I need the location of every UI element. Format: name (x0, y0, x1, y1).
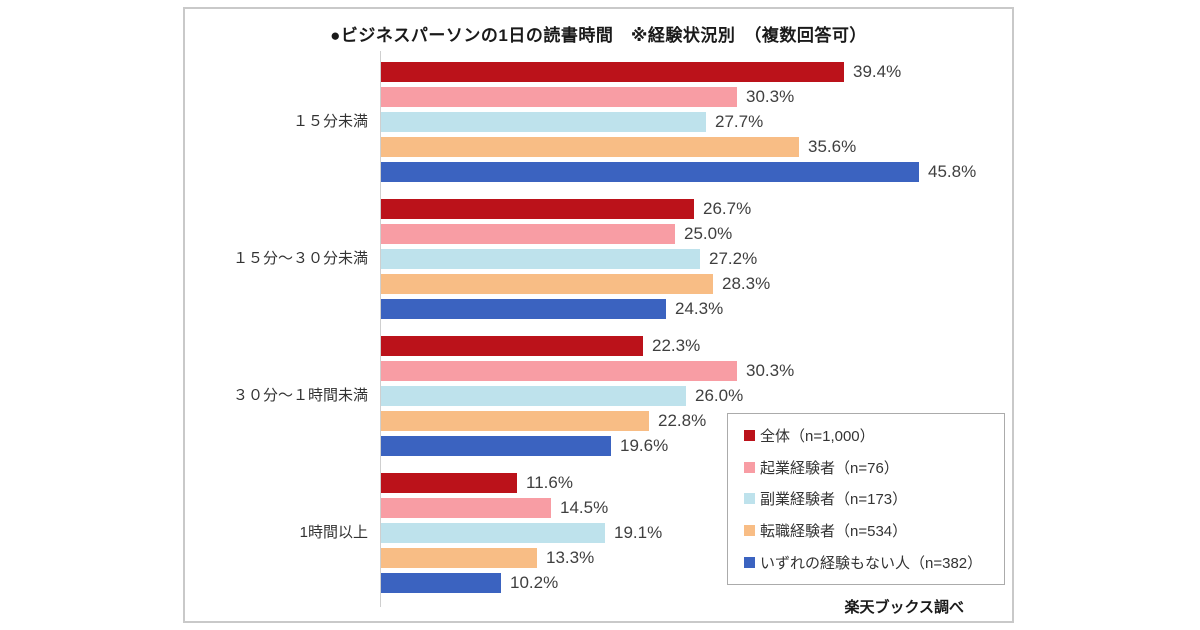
bar-row: 13.3% (381, 548, 976, 568)
bar (381, 498, 551, 518)
bar-value-label: 30.3% (746, 361, 795, 380)
bar-value-label: 26.0% (695, 386, 744, 405)
bar-value-label: 13.3% (546, 548, 595, 567)
legend-swatch-icon (744, 525, 755, 537)
legend-item: 転職経験者（n=534） (744, 520, 994, 541)
legend-item: いずれの経験もない人（n=382） (744, 552, 994, 573)
bar (381, 411, 649, 431)
bar-row: 28.3% (381, 274, 976, 294)
bar (381, 336, 643, 356)
bar (381, 523, 605, 543)
plot-area: 39.4% 30.3% 27.7% 35.6% 45.8% 26.7% 25.0% 27.2%… (381, 62, 976, 593)
bar (381, 249, 700, 269)
bar-row: 26.0% (381, 386, 976, 406)
bar-row: 19.1% (381, 523, 976, 543)
bar-row: 27.2% (381, 249, 976, 269)
chart-container: ●ビジネスパーソンの1日の読書時間 ※経験状況別 （複数回答可） 39.4% 30… (183, 7, 1014, 623)
legend-item: 副業経験者（n=173） (744, 488, 994, 509)
bar-group: 22.3% 30.3% 26.0% 22.8% 19.6% (381, 336, 976, 456)
legend-label: 副業経験者（n=173） (760, 491, 908, 509)
bar (381, 361, 737, 381)
bar-row: 35.6% (381, 137, 976, 157)
bar-row: 14.5% (381, 498, 976, 518)
legend-label: 全体（n=1,000） (760, 428, 875, 446)
bar-row: 27.7% (381, 112, 976, 132)
bar (381, 548, 537, 568)
bar-row: 19.6% (381, 436, 976, 456)
bar (381, 112, 706, 132)
bar-row: 11.6% (381, 473, 976, 493)
bar-value-label: 19.6% (620, 436, 669, 455)
y-axis-line (380, 51, 381, 607)
legend-swatch-icon (744, 556, 755, 568)
bar-value-label: 10.2% (510, 573, 559, 592)
bar-value-label: 22.8% (658, 411, 707, 430)
bar-value-label: 22.3% (652, 336, 701, 355)
legend-label: 起業経験者（n=76） (760, 459, 899, 477)
bar-value-label: 25.0% (684, 224, 733, 243)
category-label: 1時間以上 (299, 524, 368, 541)
bar (381, 137, 799, 157)
legend-label: 転職経験者（n=534） (760, 523, 908, 541)
bar-row: 45.8% (381, 162, 976, 182)
bar (381, 299, 666, 319)
bar-row: 10.2% (381, 573, 976, 593)
bar-row: 30.3% (381, 87, 976, 107)
bar-row: 24.3% (381, 299, 976, 319)
bar (381, 199, 694, 219)
bar-row: 26.7% (381, 199, 976, 219)
bar-value-label: 27.7% (715, 112, 764, 131)
bar-value-label: 45.8% (928, 162, 977, 181)
bar-value-label: 27.2% (709, 249, 758, 268)
bar (381, 224, 675, 244)
legend-swatch-icon (744, 430, 755, 442)
bar-value-label: 35.6% (808, 137, 857, 156)
bar-row: 30.3% (381, 361, 976, 381)
bar (381, 62, 844, 82)
bar (381, 162, 919, 182)
bar-value-label: 14.5% (560, 498, 609, 517)
bar (381, 87, 737, 107)
bar-row: 22.3% (381, 336, 976, 356)
bar (381, 473, 517, 493)
category-label: １５分未満 (292, 113, 368, 130)
category-label: １５分～３０分未満 (232, 250, 368, 267)
legend-swatch-icon (744, 461, 755, 473)
bar-value-label: 11.6% (526, 473, 573, 492)
source-note: 楽天ブックス調べ (844, 599, 964, 616)
chart-title: ●ビジネスパーソンの1日の読書時間 ※経験状況別 （複数回答可） (330, 26, 867, 45)
bar-value-label: 24.3% (675, 299, 724, 318)
category-label: ３０分～１時間未満 (232, 387, 368, 404)
bar-row: 22.8% (381, 411, 976, 431)
bar (381, 274, 713, 294)
bar-group: 11.6% 14.5% 19.1% 13.3% 10.2% (381, 473, 976, 593)
bar-group: 39.4% 30.3% 27.7% 35.6% 45.8% (381, 62, 976, 182)
bar (381, 386, 686, 406)
legend: 全体（n=1,000） 起業経験者（n=76） 副業経験者（n=173） 転職経験者（… (727, 413, 1005, 585)
legend-item: 全体（n=1,000） (744, 425, 994, 446)
bar-row: 39.4% (381, 62, 976, 82)
bar-value-label: 19.1% (614, 523, 663, 542)
bar-value-label: 26.7% (703, 199, 752, 218)
legend-swatch-icon (744, 493, 755, 505)
legend-item: 起業経験者（n=76） (744, 457, 994, 478)
bar (381, 573, 501, 593)
bar-value-label: 28.3% (722, 274, 771, 293)
bar-group: 26.7% 25.0% 27.2% 28.3% 24.3% (381, 199, 976, 319)
legend-label: いずれの経験もない人（n=382） (760, 554, 983, 572)
bar-value-label: 30.3% (746, 87, 795, 106)
bar-row: 25.0% (381, 224, 976, 244)
bar-value-label: 39.4% (853, 62, 902, 81)
bar (381, 436, 611, 456)
